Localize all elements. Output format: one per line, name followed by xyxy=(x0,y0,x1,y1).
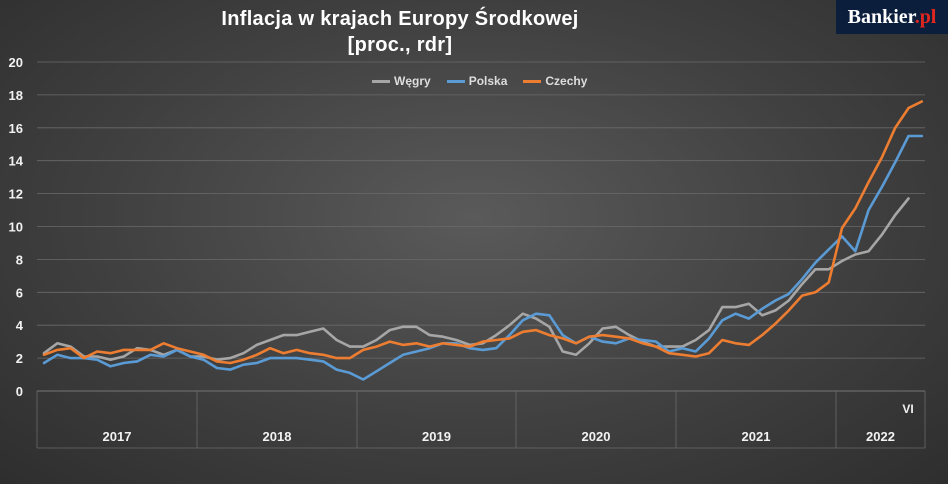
chart-title-line-2: [proc., rdr] xyxy=(347,34,453,56)
y-tick-label-12: 12 xyxy=(9,187,23,202)
y-tick-label-14: 14 xyxy=(9,154,24,169)
y-tick-label-6: 6 xyxy=(16,285,23,300)
legend-label-wegry: Węgry xyxy=(394,74,431,88)
legend-item-polska: Polska xyxy=(446,74,508,88)
series-line-czechy xyxy=(42,100,924,365)
series-line-polska xyxy=(42,134,924,381)
logo-text: Bankier xyxy=(847,6,915,28)
legend-swatch-czechy xyxy=(523,79,542,83)
chart-legend: Węgry Polska Czechy xyxy=(372,74,587,88)
bankier-logo[interactable]: Bankier.pl xyxy=(836,0,948,34)
legend-swatch-polska xyxy=(446,79,465,83)
x-year-label-2019: 2019 xyxy=(422,429,451,444)
x-year-label-2020: 2020 xyxy=(582,429,611,444)
legend-swatch-wegry xyxy=(372,79,390,83)
y-tick-label-10: 10 xyxy=(9,220,23,235)
series-line-wegry xyxy=(42,197,910,362)
x-year-label-2018: 2018 xyxy=(263,429,292,444)
x-month-marker-label: VI xyxy=(902,402,913,416)
legend-label-czechy: Czechy xyxy=(545,74,588,88)
legend-item-czechy: Czechy xyxy=(523,74,587,88)
chart-title-line-1: Inflacja w krajach Europy Środkowej xyxy=(221,8,579,30)
logo-suffix: .pl xyxy=(914,6,937,28)
y-tick-label-18: 18 xyxy=(9,88,23,103)
x-year-label-2017: 2017 xyxy=(103,429,132,444)
x-year-label-2021: 2021 xyxy=(742,429,771,444)
x-year-label-2022: 2022 xyxy=(866,429,895,444)
chart-title: Inflacja w krajach Europy Środkowej [pro… xyxy=(180,6,620,58)
y-tick-label-4: 4 xyxy=(16,318,24,333)
y-tick-label-2: 2 xyxy=(16,351,23,366)
legend-item-wegry: Węgry xyxy=(372,74,431,88)
y-tick-label-16: 16 xyxy=(9,121,23,136)
y-tick-label-20: 20 xyxy=(9,55,23,70)
y-tick-label-0: 0 xyxy=(16,384,23,399)
legend-label-polska: Polska xyxy=(468,74,508,88)
y-tick-label-8: 8 xyxy=(16,252,23,267)
